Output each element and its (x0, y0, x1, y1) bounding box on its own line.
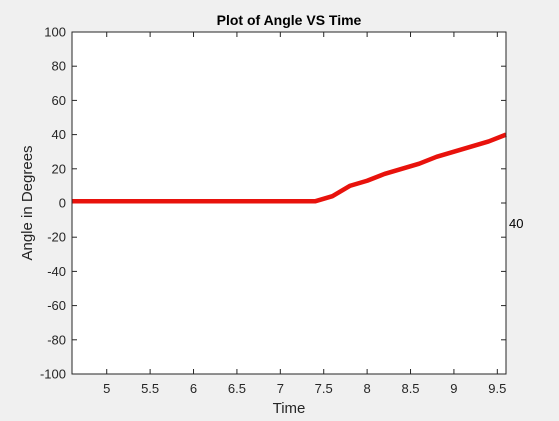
series-lines (72, 132, 507, 204)
x-axis-label: Time (273, 400, 306, 417)
x-tick-label: 8 (364, 381, 371, 396)
series-line-0 (72, 132, 507, 204)
y-tick-label: 100 (44, 25, 66, 40)
y-tick-label: 0 (59, 196, 66, 211)
y-tick-label: -60 (47, 298, 66, 313)
annotation-label: 40 (509, 216, 523, 231)
x-tick-label: 6 (190, 381, 197, 396)
y-tick-label: 80 (52, 59, 66, 74)
axes-box (71, 31, 507, 375)
chart-title: Plot of Angle VS Time (217, 12, 362, 28)
axis-tick-labels: 5 5.5 6 6.5 7 7.5 8 8.5 9 9.5 -100 -80 -60 -40 -20 0 20 4… (40, 25, 506, 397)
y-axis-label: Angle in Degrees (19, 145, 36, 260)
x-tick-label: 7 (277, 381, 284, 396)
y-tick-label: 60 (52, 93, 66, 108)
x-tick-label: 8.5 (401, 381, 419, 396)
x-tick-label: 5.5 (141, 381, 159, 396)
y-tick-label: -80 (47, 332, 66, 347)
y-tick-label: 40 (52, 127, 66, 142)
x-tick-label: 5 (103, 381, 110, 396)
x-tick-label: 9.5 (488, 381, 506, 396)
y-tick-label: -40 (47, 264, 66, 279)
x-tick-label: 9 (450, 381, 457, 396)
x-tick-label: 7.5 (315, 381, 333, 396)
y-tick-label: -20 (47, 230, 66, 245)
x-tick-label: 6.5 (228, 381, 246, 396)
y-tick-label: 20 (52, 161, 66, 176)
y-tick-label: -100 (40, 367, 66, 382)
